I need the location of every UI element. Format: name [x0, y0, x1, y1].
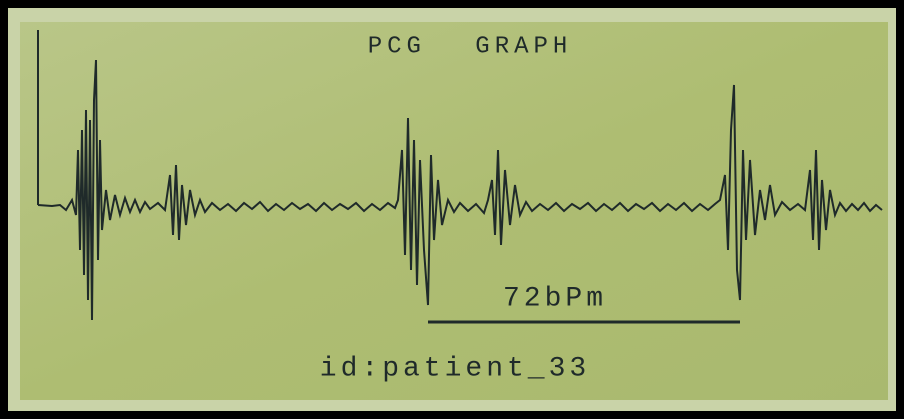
patient-id: id:patient_33 [320, 353, 590, 384]
heart-rate: 72bPm [503, 283, 607, 314]
waveform [37, 59, 883, 321]
graph-title: PCG GRAPH [368, 33, 573, 60]
